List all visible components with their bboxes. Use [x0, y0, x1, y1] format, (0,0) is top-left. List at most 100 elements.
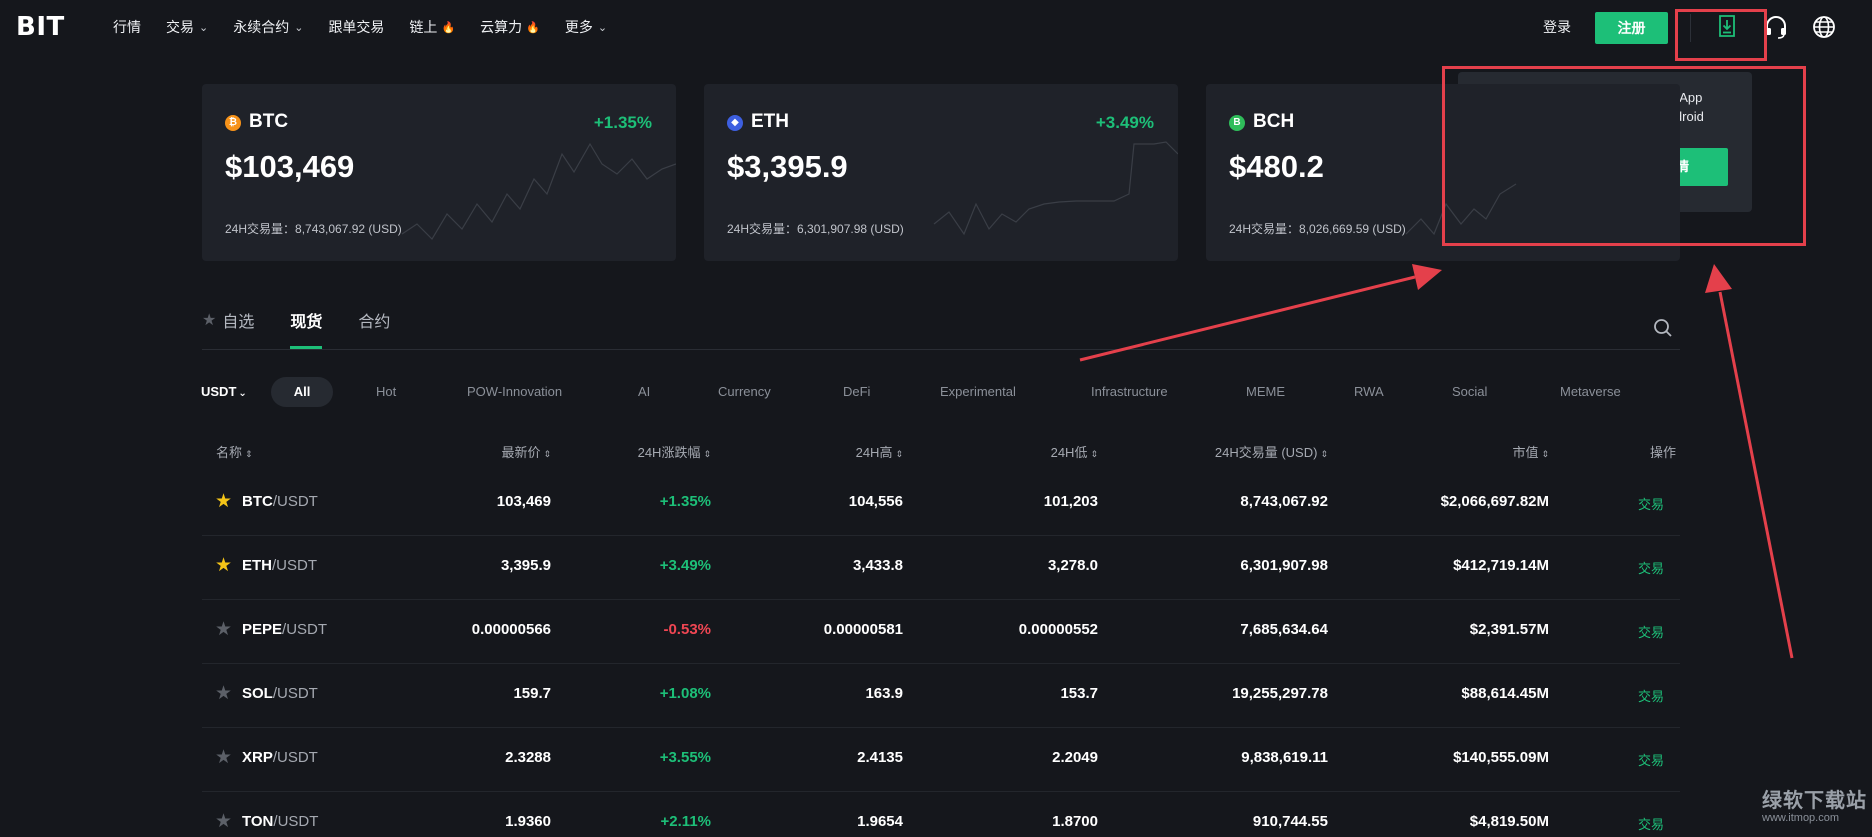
- quote-currency-value: USDT: [201, 384, 237, 399]
- column-header-market-cap[interactable]: 市值 ⇕: [1512, 442, 1549, 461]
- nav-item-label: 链上: [409, 19, 438, 35]
- nav-item-perpetual[interactable]: 永续合约 ⌄: [233, 17, 303, 37]
- filter-chip-all[interactable]: All: [271, 377, 333, 407]
- pair-base: TON: [242, 813, 274, 830]
- column-header-label: 市值: [1512, 445, 1539, 460]
- filter-chip-meme[interactable]: MEME: [1246, 384, 1285, 399]
- globe-icon[interactable]: [1812, 15, 1836, 39]
- tab-favorites[interactable]: ★ 自选: [202, 308, 254, 332]
- pair-quote: /USDT: [272, 685, 318, 702]
- filter-chip-hot[interactable]: Hot: [376, 384, 397, 399]
- column-header-last-price[interactable]: 最新价 ⇕: [501, 442, 551, 461]
- site-logo[interactable]: BIT: [16, 12, 65, 42]
- quote-currency-select[interactable]: USDT ⌄: [201, 384, 247, 399]
- filter-chip-metaverse[interactable]: Metaverse: [1560, 384, 1621, 399]
- tab-spot[interactable]: 现货: [290, 308, 323, 349]
- nav-item-copy-trading[interactable]: 跟单交易: [328, 17, 384, 37]
- cell-pair: SOL/USDT: [242, 685, 318, 702]
- tab-label: 现货: [290, 314, 323, 331]
- annotation-box-download-icon: [1675, 9, 1767, 61]
- column-header-name[interactable]: 名称 ⇕: [216, 442, 253, 461]
- filter-chip-pow-innovation[interactable]: POW-Innovation: [467, 384, 563, 399]
- header-divider: [1690, 14, 1691, 42]
- cell-high: 2.4135: [857, 749, 903, 766]
- nav-item-trade[interactable]: 交易 ⌄: [166, 17, 208, 37]
- table-row[interactable]: ★ TON/USDT 1.9360 +2.11% 1.9654 1.8700 910,744…: [202, 792, 1680, 837]
- pair-base: XRP: [242, 749, 273, 766]
- nav-item-onchain[interactable]: 链上 🔥: [409, 17, 455, 37]
- filter-chip-infrastructure[interactable]: Infrastructure: [1091, 384, 1168, 399]
- pair-base: PEPE: [242, 621, 283, 638]
- favorite-star-icon[interactable]: ★: [215, 555, 233, 576]
- trade-link[interactable]: 交易: [1637, 817, 1664, 832]
- fire-icon: 🔥: [441, 21, 456, 34]
- cell-mcap: $2,066,697.82M: [1440, 493, 1549, 510]
- nav-item-label: 行情: [113, 19, 141, 35]
- cell-pair: ETH/USDT: [242, 557, 317, 574]
- chevron-down-icon: ⌄: [238, 388, 247, 399]
- ticker-change: +1.35%: [593, 113, 652, 132]
- filter-chip-experimental[interactable]: Experimental: [940, 384, 1016, 399]
- cell-price: 1.9360: [505, 813, 551, 830]
- cell-change: +3.49%: [659, 557, 711, 574]
- search-icon[interactable]: [1653, 318, 1673, 338]
- nav-item-label: 永续合约: [233, 19, 290, 35]
- nav-item-cloud-mining[interactable]: 云算力 🔥: [480, 17, 540, 37]
- trade-link[interactable]: 交易: [1637, 497, 1664, 512]
- nav-item-label: 更多: [564, 19, 593, 35]
- column-header-high-24h[interactable]: 24H高 ⇕: [856, 442, 903, 461]
- cell-low: 153.7: [1060, 685, 1098, 702]
- favorite-star-icon[interactable]: ★: [215, 683, 233, 704]
- trade-link[interactable]: 交易: [1637, 625, 1664, 640]
- tab-futures[interactable]: 合约: [358, 308, 390, 332]
- pair-base: ETH: [242, 557, 272, 574]
- favorite-star-icon[interactable]: ★: [215, 491, 233, 512]
- table-row[interactable]: ★ ETH/USDT 3,395.9 +3.49% 3,433.8 3,278.0 6,30…: [202, 536, 1680, 600]
- filter-chip-currency[interactable]: Currency: [718, 384, 771, 399]
- filter-chip-ai[interactable]: AI: [638, 384, 651, 399]
- cell-pair: TON/USDT: [242, 813, 318, 830]
- column-header-volume-24h[interactable]: 24H交易量 (USD) ⇕: [1215, 442, 1328, 461]
- table-row[interactable]: ★ BTC/USDT 103,469 +1.35% 104,556 101,203 8,74…: [202, 472, 1680, 536]
- table-row[interactable]: ★ PEPE/USDT 0.00000566 -0.53% 0.00000581 0.00…: [202, 600, 1680, 664]
- cell-price: 2.3288: [505, 749, 551, 766]
- main-nav: 行情 交易 ⌄ 永续合约 ⌄ 跟单交易 链上 🔥 云算力 🔥 更多 ⌄: [113, 17, 632, 37]
- cell-volume: 6,301,907.98: [1240, 557, 1328, 574]
- download-app-icon[interactable]: [1717, 14, 1737, 38]
- ticker-symbol: ETH: [751, 111, 789, 132]
- table-row[interactable]: ★ SOL/USDT 159.7 +1.08% 163.9 153.7 19,255,297…: [202, 664, 1680, 728]
- cell-low: 3,278.0: [1047, 557, 1098, 574]
- filter-chip-rwa[interactable]: RWA: [1354, 384, 1384, 399]
- cell-pair: XRP/USDT: [242, 749, 318, 766]
- trade-link[interactable]: 交易: [1637, 561, 1664, 576]
- column-header-change-24h[interactable]: 24H涨跌幅 ⇕: [638, 442, 711, 461]
- table-row[interactable]: ★ XRP/USDT 2.3288 +3.55% 2.4135 2.2049 9,838,6…: [202, 728, 1680, 792]
- ticker-card-eth[interactable]: ◆ ETH +3.49% $3,395.9 24H交易量：6,301,907.98 (U…: [704, 84, 1178, 261]
- register-button[interactable]: 注册: [1595, 12, 1668, 44]
- pair-quote: /USDT: [273, 813, 319, 830]
- ticker-price: $3,395.9: [727, 149, 848, 184]
- favorite-star-icon[interactable]: ★: [215, 811, 233, 832]
- nav-item-market[interactable]: 行情: [113, 17, 141, 37]
- column-header-low-24h[interactable]: 24H低 ⇕: [1051, 442, 1098, 461]
- trade-link[interactable]: 交易: [1637, 689, 1664, 704]
- cell-low: 0.00000552: [1018, 621, 1098, 638]
- cell-change: -0.53%: [663, 621, 711, 638]
- column-header-label: 操作: [1649, 445, 1676, 460]
- tabs-divider: [202, 349, 1680, 350]
- ticker-card-btc[interactable]: ₿ BTC +1.35% $103,469 24H交易量：8,743,067.92 (U…: [202, 84, 676, 261]
- filter-chip-defi[interactable]: DeFi: [843, 384, 871, 399]
- column-header-action: 操作: [1650, 442, 1676, 461]
- nav-item-more[interactable]: 更多 ⌄: [565, 17, 607, 37]
- favorite-star-icon[interactable]: ★: [215, 619, 233, 640]
- column-header-label: 24H高: [855, 445, 893, 460]
- headset-icon[interactable]: [1763, 14, 1789, 40]
- cell-high: 163.9: [865, 685, 903, 702]
- chevron-down-icon: ⌄: [199, 21, 209, 34]
- trade-link[interactable]: 交易: [1637, 753, 1664, 768]
- favorite-star-icon[interactable]: ★: [215, 747, 233, 768]
- cell-mcap: $88,614.45M: [1461, 685, 1549, 702]
- login-link[interactable]: 登录: [1543, 19, 1571, 35]
- cell-volume: 9,838,619.11: [1241, 749, 1328, 766]
- filter-chip-social[interactable]: Social: [1452, 384, 1488, 399]
